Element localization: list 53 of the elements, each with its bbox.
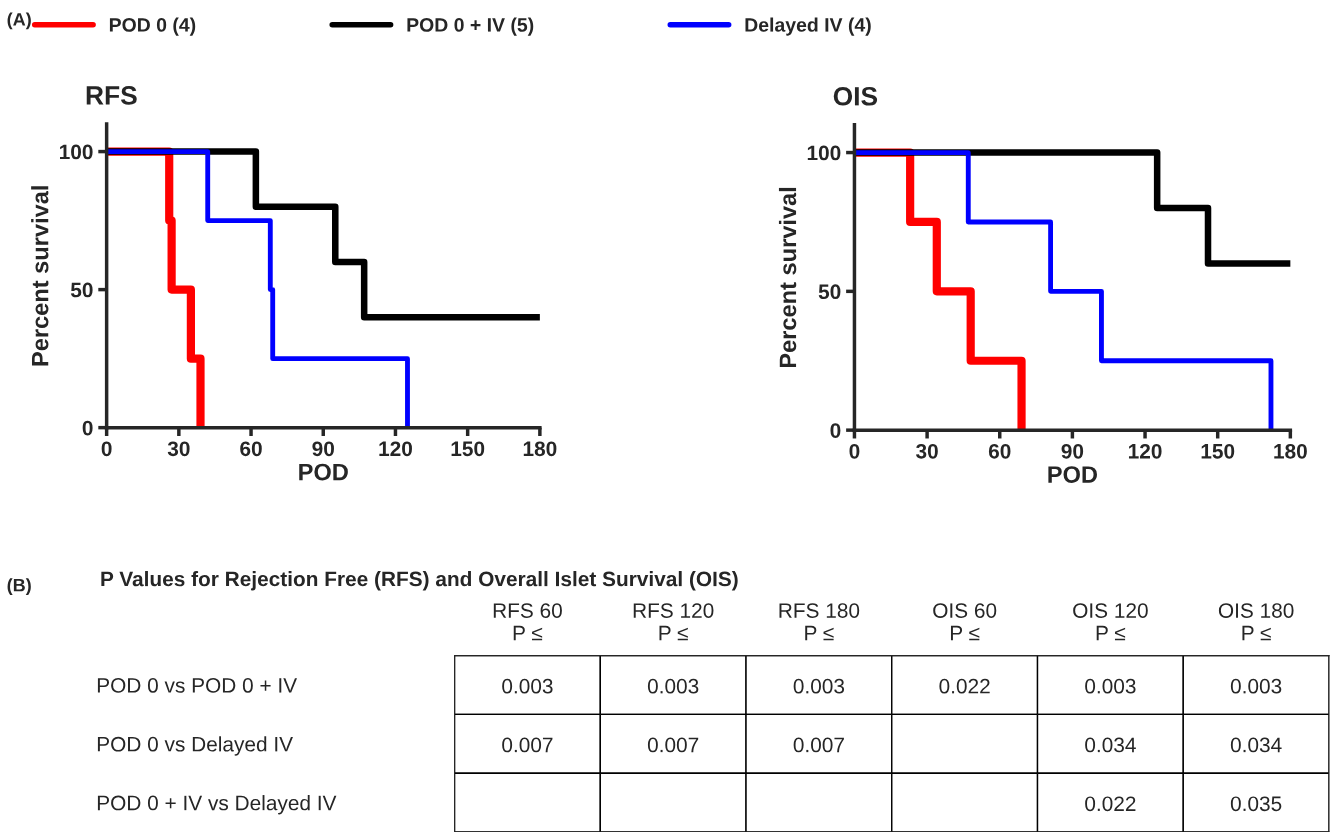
legend-label: Delayed IV (4) bbox=[745, 17, 871, 36]
x-tick-label: RFS 60 P ≤ bbox=[493, 603, 562, 641]
chart-title: RFS bbox=[86, 86, 137, 105]
x-tick-label: 0 bbox=[849, 443, 860, 459]
x-axis-title: POD bbox=[1048, 466, 1097, 483]
x-axis-title: POD bbox=[299, 463, 348, 481]
x-tick-label: OIS 60 P ≤ bbox=[933, 603, 997, 641]
y-tick-label: POD 0 + IV vs Delayed IV bbox=[97, 795, 337, 815]
data-label: 0.003 bbox=[647, 678, 699, 694]
y-axis-title: Percent survival bbox=[31, 186, 49, 366]
y-tick-label: POD 0 vs POD 0 + IV bbox=[97, 678, 298, 693]
data-label: 0.034 bbox=[1230, 737, 1282, 753]
data-label: 0.003 bbox=[793, 678, 845, 694]
data-label: 0.007 bbox=[647, 737, 699, 753]
data-label: 0.034 bbox=[1085, 737, 1136, 753]
x-tick-label: 90 bbox=[312, 441, 334, 457]
y-tick-label: 50 bbox=[818, 284, 841, 300]
x-tick-label: 30 bbox=[915, 443, 938, 459]
data-label: 0.003 bbox=[1085, 678, 1136, 694]
x-tick-label: OIS 180 P ≤ bbox=[1218, 603, 1294, 641]
y-axis-title: Percent survival bbox=[778, 187, 797, 368]
data-label: 0.022 bbox=[1085, 796, 1136, 812]
y-tick-label: POD 0 vs Delayed IV bbox=[97, 736, 293, 756]
y-tick-label: 0 bbox=[82, 420, 93, 436]
x-tick-label: 150 bbox=[1201, 443, 1235, 459]
y-tick-label: 50 bbox=[70, 282, 93, 298]
legend-label: POD 0 (4) bbox=[109, 17, 196, 36]
text: (A) bbox=[7, 12, 31, 30]
x-tick-label: 60 bbox=[988, 443, 1011, 459]
x-tick-label: 120 bbox=[379, 441, 412, 457]
x-tick-label: 180 bbox=[1274, 443, 1307, 459]
x-tick-label: 60 bbox=[240, 441, 262, 457]
x-tick-label: 180 bbox=[523, 441, 557, 457]
chart-title: OIS bbox=[833, 86, 878, 106]
x-tick-label: 150 bbox=[451, 441, 485, 457]
data-label: 0.035 bbox=[1230, 796, 1282, 812]
text: (B) bbox=[7, 578, 31, 596]
x-tick-label: RFS 180 P ≤ bbox=[779, 603, 860, 641]
y-tick-label: 100 bbox=[807, 145, 841, 161]
chart-title: P Values for Rejection Free (RFS) and Overall Islet Survival (OIS) bbox=[101, 571, 738, 591]
data-label: 0.003 bbox=[502, 678, 553, 694]
x-tick-label: RFS 120 P ≤ bbox=[633, 603, 714, 641]
x-tick-label: 90 bbox=[1061, 443, 1084, 459]
data-label: 0.003 bbox=[1230, 678, 1282, 694]
y-tick-label: 0 bbox=[830, 423, 841, 438]
x-tick-label: 120 bbox=[1128, 443, 1162, 459]
legend-label: POD 0 + IV (5) bbox=[407, 17, 534, 36]
x-tick-label: 30 bbox=[167, 441, 190, 457]
data-label: 0.007 bbox=[793, 737, 844, 753]
x-tick-label: OIS 120 P ≤ bbox=[1073, 603, 1148, 641]
data-label: 0.007 bbox=[502, 737, 553, 753]
data-label: 0.022 bbox=[939, 678, 990, 694]
y-tick-label: 100 bbox=[60, 144, 93, 160]
